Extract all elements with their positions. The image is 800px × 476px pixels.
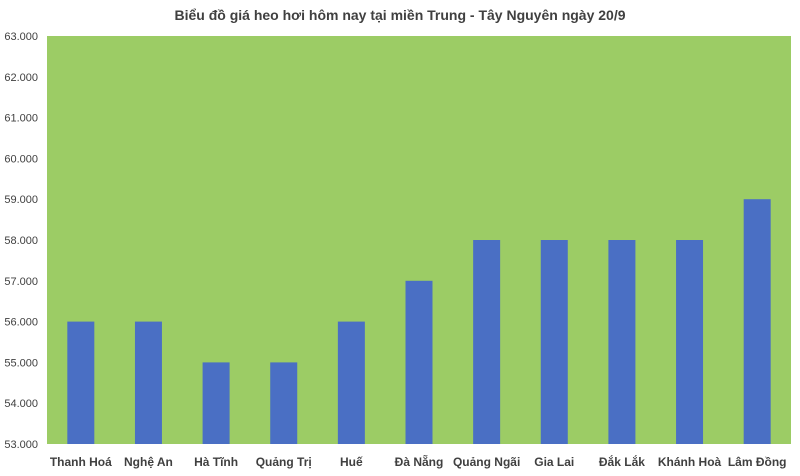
x-tick-label: Hà Tĩnh: [194, 455, 238, 469]
x-tick-label: Khánh Hoà: [658, 455, 722, 469]
chart-title: Biểu đồ giá heo hơi hôm nay tại miền Tru…: [174, 7, 625, 23]
y-tick-label: 63.000: [4, 31, 38, 43]
x-tick-label: Lâm Đồng: [728, 455, 787, 469]
x-tick-label: Gia Lai: [534, 455, 574, 469]
y-axis: 53.000 54.000 55.000 56.000 57.000 58.000 59.0…: [4, 31, 38, 451]
y-tick-label: 55.000: [4, 357, 38, 369]
x-tick-label: Quảng Trị: [256, 455, 312, 469]
x-axis: Thanh Hoá Nghệ An Hà Tĩnh Quảng Trị Huế Đà Nẵ…: [50, 454, 787, 469]
y-tick-label: 57.000: [4, 276, 38, 288]
y-tick-label: 54.000: [4, 398, 38, 410]
y-tick-label: 56.000: [4, 317, 38, 329]
bar: [540, 240, 568, 444]
bar: [676, 240, 704, 444]
bar: [608, 240, 636, 444]
x-tick-label: Nghệ An: [124, 455, 173, 469]
y-tick-label: 59.000: [4, 194, 38, 206]
bar: [405, 280, 433, 444]
y-tick-label: 53.000: [4, 439, 38, 451]
y-tick-label: 62.000: [4, 72, 38, 84]
bar: [134, 321, 162, 444]
x-tick-label: Đà Nẵng: [395, 454, 444, 469]
bar: [473, 240, 501, 444]
y-tick-label: 58.000: [4, 235, 38, 247]
bar: [67, 321, 95, 444]
bar: [743, 199, 771, 444]
x-tick-label: Huế: [340, 455, 363, 469]
bars-group: [67, 199, 771, 444]
bar: [270, 362, 298, 444]
x-tick-label: Thanh Hoá: [50, 455, 112, 469]
y-tick-label: 60.000: [4, 153, 38, 165]
x-tick-label: Quảng Ngãi: [453, 455, 520, 469]
bar: [202, 362, 230, 444]
y-tick-label: 61.000: [4, 113, 38, 125]
x-tick-label: Đắk Lắk: [599, 454, 645, 469]
bar: [337, 321, 365, 444]
